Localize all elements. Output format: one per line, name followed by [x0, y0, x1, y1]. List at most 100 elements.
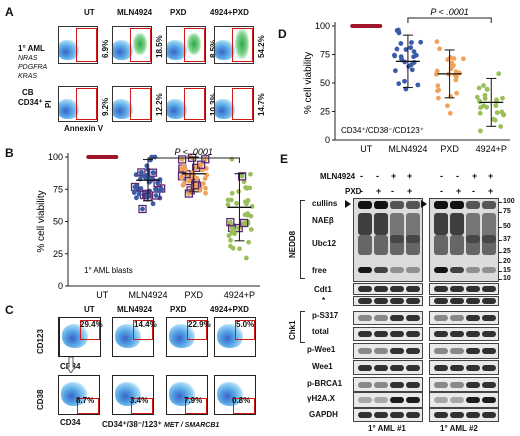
cd38-label: CD38 — [36, 389, 45, 410]
facs-cloud — [167, 40, 187, 60]
band — [482, 348, 496, 354]
band — [406, 315, 420, 321]
data-point — [234, 201, 239, 206]
pi-label: PI — [44, 100, 53, 108]
mw-tick — [498, 271, 502, 272]
x-tick-label: 4924+P — [224, 290, 255, 300]
band — [482, 397, 496, 403]
mw-label: 75 — [503, 208, 511, 215]
data-point — [394, 46, 400, 52]
cdt1-asterisk: * — [322, 296, 326, 305]
data-point — [447, 110, 453, 116]
band — [406, 201, 420, 209]
data-point — [243, 255, 249, 261]
highlight-square — [197, 160, 206, 169]
band — [482, 235, 496, 255]
band — [358, 381, 372, 388]
highlight-square — [190, 181, 200, 190]
c-footer-pop: CD34⁺/38⁻/123⁺ — [102, 420, 162, 429]
data-point — [398, 41, 404, 46]
mw-tick — [498, 240, 502, 241]
band — [482, 381, 496, 388]
y-tick-label: 100 — [315, 21, 330, 31]
nedd8-ubc12: Ubc12 — [312, 239, 337, 248]
data-point — [203, 185, 208, 191]
facs-c-pct-0-3: 5.0% — [236, 320, 255, 329]
data-point — [477, 110, 483, 116]
data-point — [437, 46, 442, 52]
blot-row-6-1 — [429, 377, 499, 392]
highlight-square — [153, 178, 162, 188]
cdt1-label: Cdt1 — [314, 285, 332, 294]
facs-a-pct-0-1: 18.5% — [155, 35, 164, 58]
x-tick-label: MLN4924 — [388, 144, 427, 154]
sample-2: 1° AML #2 — [440, 424, 478, 433]
data-point — [482, 92, 488, 98]
highlight-square — [240, 218, 249, 228]
facs-a-plot-1-1 — [112, 86, 152, 122]
gene-kras: KRAS — [18, 73, 38, 80]
pxd-sign: - — [472, 186, 475, 196]
data-point — [402, 78, 407, 84]
mln-sign: + — [391, 171, 397, 181]
band — [406, 235, 420, 255]
data-point — [500, 95, 505, 101]
data-point — [244, 185, 250, 191]
data-point — [225, 202, 231, 208]
mw-tick — [498, 252, 502, 253]
facs-cloud — [217, 382, 243, 406]
arrow-icon — [421, 200, 427, 208]
annexin-gate — [76, 28, 97, 62]
annexin-gate — [76, 88, 97, 120]
band — [434, 235, 448, 255]
data-point — [481, 83, 486, 88]
facs-c-plot-1-3 — [214, 375, 256, 415]
band — [434, 298, 448, 304]
mln-sign: + — [407, 171, 413, 181]
blot-row-4-1 — [429, 343, 499, 359]
band — [434, 364, 448, 371]
y-axis-label: % cell viability — [303, 52, 314, 114]
data-point — [433, 71, 439, 77]
panel-c-label: C — [5, 303, 14, 317]
band — [358, 298, 372, 304]
mln-sign: - — [360, 171, 363, 181]
band — [450, 364, 464, 371]
data-point — [474, 94, 480, 100]
nedd8-label: NEDD8 — [288, 230, 297, 258]
data-point — [406, 64, 411, 69]
data-point — [136, 191, 142, 197]
mw-tick — [498, 227, 502, 228]
data-point — [451, 56, 457, 61]
blot-pwee1: p-Wee1 — [307, 345, 336, 354]
gate-box — [80, 320, 100, 340]
band — [390, 201, 404, 209]
data-point — [157, 177, 163, 182]
cond-pxd: PXD — [170, 8, 187, 17]
data-point — [203, 190, 208, 196]
gate-box — [185, 398, 207, 414]
annexin-gate — [184, 88, 205, 120]
facs-cloud — [217, 324, 243, 348]
blot-row-6-0 — [353, 377, 423, 392]
mw-tick — [498, 212, 502, 213]
data-point — [153, 193, 159, 198]
band — [390, 286, 404, 292]
data-point — [394, 28, 400, 33]
data-point — [200, 181, 206, 187]
band — [482, 412, 496, 418]
mw-label: 15 — [503, 267, 511, 274]
nedd8-naeb: NAEβ — [312, 216, 334, 225]
pxd-sign: + — [488, 186, 494, 196]
blot-row-1-1 — [429, 296, 499, 306]
data-point — [481, 103, 486, 108]
data-point — [435, 95, 441, 101]
data-point — [396, 81, 402, 87]
highlight-square — [177, 155, 187, 164]
blot-wee1: Wee1 — [312, 362, 333, 371]
highlight-square — [184, 189, 194, 198]
band — [434, 315, 448, 321]
band — [450, 286, 464, 292]
y-axis-label: % cell viability — [36, 190, 47, 252]
x-tick-label: MLN4924 — [128, 290, 167, 300]
